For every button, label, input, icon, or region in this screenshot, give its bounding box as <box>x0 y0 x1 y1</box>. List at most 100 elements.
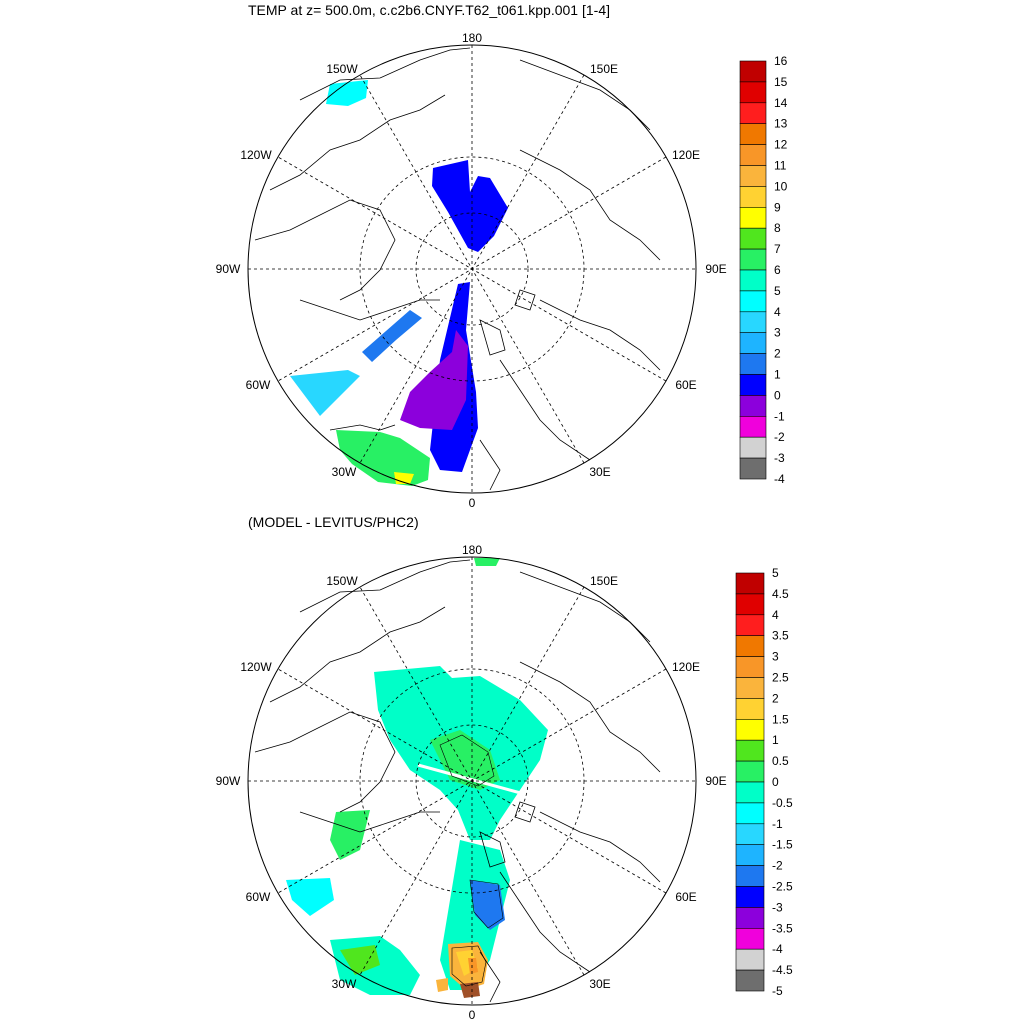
colorbar-swatch <box>735 635 765 657</box>
field-patch-labrador-sea <box>290 370 360 416</box>
lon-label-90e: 90E <box>705 774 726 788</box>
colorbar-swatch <box>735 718 765 741</box>
colorbar-swatch <box>739 102 767 125</box>
colorbar-tick-label: 0 <box>772 775 779 789</box>
colorbar-swatch <box>735 907 765 929</box>
colorbar-tick-label: -4.5 <box>772 963 793 977</box>
colorbar-swatch <box>739 60 767 83</box>
colorbar-swatch <box>735 948 765 971</box>
colorbar-swatch <box>735 572 765 595</box>
colorbar-2: 5 4.5 4 3.5 3 2.5 2 1.5 1 0.5 0 -0.5 -1 -1.5 -2 -2.5 -3 -… <box>735 566 793 998</box>
colorbar-swatch <box>735 698 765 720</box>
field-patch-coast-orange <box>436 978 448 992</box>
colorbar-tick-label: -3.5 <box>772 921 793 935</box>
colorbar-swatch <box>739 165 767 187</box>
colorbar-swatch <box>735 760 765 783</box>
lon-label-180: 180 <box>462 543 482 557</box>
lon-label-30e: 30E <box>589 977 610 991</box>
colorbar-tick-label: -3 <box>772 900 783 914</box>
colorbar-swatch <box>739 457 767 480</box>
colorbar-tick-label: 1 <box>772 733 779 747</box>
colorbar-swatch <box>739 186 767 208</box>
lon-label-30e: 30E <box>589 465 610 479</box>
lon-label-180: 180 <box>462 31 482 45</box>
lon-label-120e: 120E <box>672 148 700 162</box>
colorbar-tick-label: -4 <box>774 472 785 486</box>
colorbar-tick-label: -2.5 <box>772 880 793 894</box>
colorbar-tick-label: 15 <box>774 75 788 89</box>
colorbar-tick-label: -2 <box>774 430 785 444</box>
coastlines <box>254 47 661 491</box>
colorbar-tick-label: 6 <box>774 263 781 277</box>
contours <box>439 734 504 987</box>
lon-label-30w: 30W <box>332 465 357 479</box>
colorbar-tick-label: 4.5 <box>772 587 789 601</box>
colorbar-tick-label: 9 <box>774 200 781 214</box>
colorbar-swatch <box>735 823 765 845</box>
colorbar-tick-label: -5 <box>772 984 783 998</box>
colorbar-tick-label: 4 <box>774 305 781 319</box>
colorbar-tick-label: -1 <box>772 817 783 831</box>
lon-label-90w: 90W <box>216 774 241 788</box>
meridians <box>248 45 696 493</box>
colorbar-tick-label: 4 <box>772 608 779 622</box>
field-patch-coast-brown <box>460 982 480 998</box>
colorbar-swatch <box>735 969 765 992</box>
colorbar-swatch <box>739 374 767 396</box>
colorbar-tick-label: 8 <box>774 221 781 235</box>
lon-label-120w: 120W <box>240 148 272 162</box>
polar-map-2: 180 150E 120E 90E 60E 30E 0 30W 60W 90W … <box>216 543 727 1022</box>
lon-label-120e: 120E <box>672 660 700 674</box>
lon-label-60e: 60E <box>675 890 696 904</box>
field-patch-bering-sea <box>326 80 368 106</box>
lon-label-150w: 150W <box>326 574 358 588</box>
field-patch-north-atlantic <box>336 430 430 486</box>
longitude-labels: 180 150E 120E 90E 60E 30E 0 30W 60W 90W … <box>216 31 727 510</box>
polar-map-1: 180 150E 120E 90E 60E 30E 0 30W 60W 90W … <box>216 31 727 510</box>
field-patch-canada-basin <box>432 160 508 252</box>
lon-label-90e: 90E <box>705 262 726 276</box>
lon-label-60w: 60W <box>246 378 271 392</box>
colorbar-swatch <box>739 81 767 104</box>
colorbar-tick-label: -0.5 <box>772 796 793 810</box>
coastlines <box>254 559 661 1003</box>
lon-label-150e: 150E <box>590 62 618 76</box>
colorbar-tick-label: -3 <box>774 451 785 465</box>
field-patch-labrador <box>286 878 334 916</box>
colorbar-tick-label: 14 <box>774 96 788 110</box>
lon-label-120w: 120W <box>240 660 272 674</box>
colorbar-tick-label: 0 <box>774 388 781 402</box>
colorbar-swatch <box>735 886 765 908</box>
colorbar-swatch <box>739 144 767 166</box>
colorbar-tick-label: 10 <box>774 179 788 193</box>
colorbar-swatch <box>735 865 765 887</box>
lon-label-0: 0 <box>469 1008 476 1022</box>
field-patch-greenland-sea <box>400 330 468 430</box>
colorbar-tick-label: 0.5 <box>772 754 789 768</box>
colorbar-swatch <box>739 269 767 292</box>
lon-label-30w: 30W <box>332 977 357 991</box>
colorbar-tick-label: 2 <box>774 347 781 361</box>
colorbar-tick-label: -1 <box>774 409 785 423</box>
lon-label-90w: 90W <box>216 262 241 276</box>
colorbar-tick-label: 3 <box>772 650 779 664</box>
colorbar-swatch <box>735 844 765 866</box>
colorbar-tick-label: 12 <box>774 138 788 152</box>
colorbar-swatch <box>739 353 767 375</box>
colorbar-swatch <box>739 395 767 417</box>
lon-label-0: 0 <box>469 496 476 510</box>
colorbar-tick-label: 13 <box>774 117 788 131</box>
colorbar-swatch <box>735 781 765 804</box>
colorbar-swatch <box>735 802 765 825</box>
colorbar-swatch <box>739 311 767 333</box>
colorbar-swatch <box>735 739 765 762</box>
colorbar-tick-label: 2 <box>772 691 779 705</box>
meridians <box>248 557 696 1005</box>
lon-label-60e: 60E <box>675 378 696 392</box>
colorbar-tick-label: 16 <box>774 54 788 68</box>
colorbar-swatch <box>735 927 765 950</box>
lon-label-150w: 150W <box>326 62 358 76</box>
lon-label-150e: 150E <box>590 574 618 588</box>
